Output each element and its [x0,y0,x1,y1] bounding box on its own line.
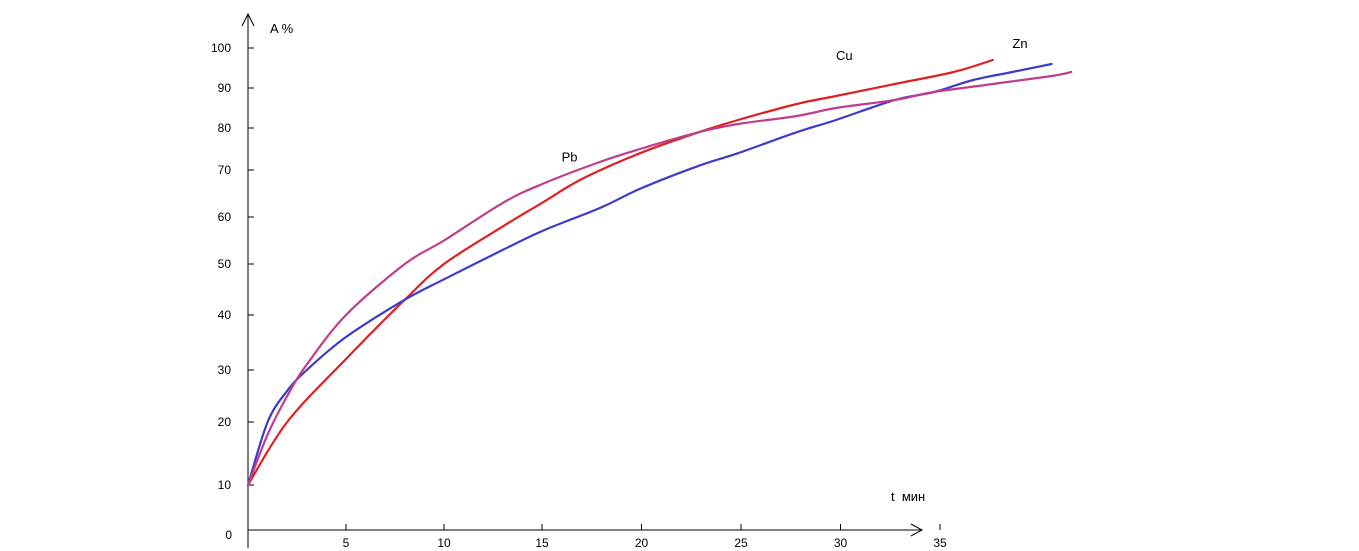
x-axis-title: t мин [891,489,925,504]
x-ticks: 5 10 15 20 25 30 35 [343,524,947,550]
series-line-pb [246,70,1073,487]
y-tick-label: 30 [218,363,232,377]
origin-label: 0 [225,528,232,542]
y-ticks: 10 20 30 40 50 60 70 80 90 100 [211,41,254,492]
series-line-cu [246,58,994,487]
y-tick-label: 70 [218,163,232,177]
y-tick-label: 90 [218,81,232,95]
x-tick-label: 15 [535,536,549,550]
y-tick-label: 10 [218,478,232,492]
y-axis-arrow [241,12,255,27]
series-label-zn: Zn [1012,36,1027,51]
y-tick-label: 100 [211,41,231,55]
x-tick-label: 25 [734,536,748,550]
y-tick-label: 60 [218,210,232,224]
y-tick-label: 50 [218,257,232,271]
series-labels: Cu Zn Pb [562,36,1028,165]
x-tick-label: 5 [343,536,350,550]
series-label-cu: Cu [836,48,853,63]
axes [241,12,924,548]
series-layer [246,58,1073,487]
series-label-pb: Pb [562,150,578,165]
series-line-zn [246,62,1053,487]
y-axis-title: A % [270,21,294,36]
x-tick-label: 30 [834,536,848,550]
x-tick-label: 35 [933,536,947,550]
y-tick-label: 20 [218,415,232,429]
x-tick-label: 20 [635,536,649,550]
y-tick-label: 80 [218,121,232,135]
x-axis-arrow [910,523,924,537]
x-tick-label: 10 [437,536,451,550]
y-tick-label: 40 [218,308,232,322]
